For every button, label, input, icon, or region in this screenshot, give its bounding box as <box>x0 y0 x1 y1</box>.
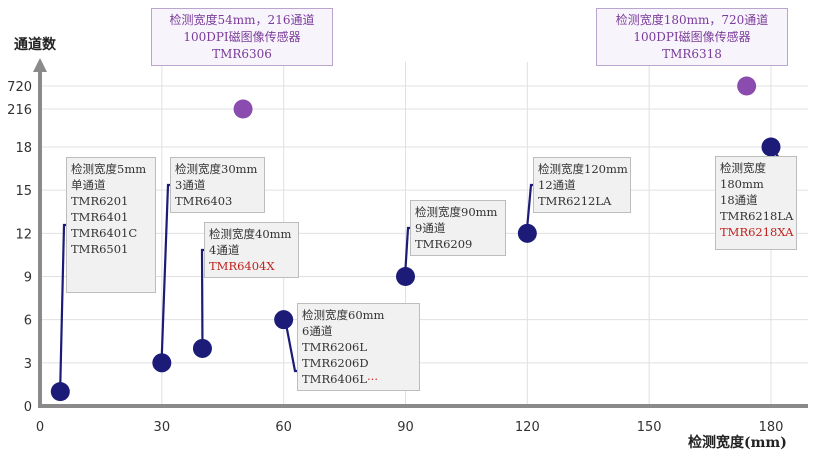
annotation-line: 检测宽度30mm <box>175 162 258 176</box>
y-tick-label: 12 <box>15 227 32 242</box>
point-annotation: 检测宽度90mm 9通道 TMR6209 <box>410 200 506 256</box>
data-point <box>517 223 537 243</box>
annotation-line: 检测宽度90mm <box>415 205 498 219</box>
data-point <box>50 382 70 402</box>
data-point <box>737 76 757 96</box>
y-tick-label: 216 <box>7 103 32 118</box>
y-tick-label: 18 <box>15 141 32 156</box>
annotation-line: 单通道 <box>71 178 106 192</box>
annotation-line: TMR6501 <box>71 242 129 256</box>
annotation-line: 检测宽度5mm <box>71 162 147 176</box>
x-tick-label: 120 <box>515 420 540 435</box>
x-tick-label: 180 <box>759 420 784 435</box>
leader-line <box>404 226 410 269</box>
point-annotation: 检测宽度30mm 3通道 TMR6403 <box>170 157 265 213</box>
point-annotation: 检测宽度 180mm 18通道 TMR6218LA TMR6218XA <box>715 156 797 250</box>
annotation-line: TMR6218XA <box>720 225 794 239</box>
annotation-line: 18通道 <box>720 193 758 207</box>
x-tick-label: 150 <box>637 420 662 435</box>
data-point <box>233 99 253 119</box>
annotation-line: 检测宽度 <box>720 161 766 175</box>
annotation-line: TMR6404X <box>209 259 275 273</box>
y-tick-label: 9 <box>24 271 32 286</box>
point-annotation: 检测宽度54mm，216通道 100DPI磁图像传感器 TMR6306 <box>151 8 333 66</box>
data-point <box>761 137 781 157</box>
annotation-line: 4通道 <box>209 243 240 257</box>
annotation-line: TMR6209 <box>415 237 473 251</box>
annotation-line: TMR6218LA <box>720 209 794 223</box>
annotation-line: TMR6212LA <box>538 194 612 208</box>
axes <box>33 58 808 408</box>
leader-line <box>200 248 204 341</box>
annotation-line: TMR6406L··· <box>302 372 378 386</box>
annotation-line: TMR6401 <box>71 210 129 224</box>
leader-line <box>160 183 170 355</box>
x-tick-label: 90 <box>397 420 414 435</box>
annotation-line: TMR6201 <box>71 194 129 208</box>
annotation-line: TMR6318 <box>662 47 722 61</box>
annotation-line: 检测宽度120mm <box>538 162 628 176</box>
annotation-ellipsis: ··· <box>367 372 378 386</box>
y-axis-arrow <box>33 58 47 72</box>
point-annotation: 检测宽度40mm 4通道 TMR6404X <box>204 222 299 278</box>
point-annotation: 检测宽度5mm 单通道 TMR6201 TMR6401 TMR6401C TMR6501 <box>66 157 156 293</box>
point-annotation: 检测宽度180mm，720通道 100DPI磁图像传感器 TMR6318 <box>596 8 788 66</box>
data-point <box>152 353 172 373</box>
y-axis-title: 通道数 <box>14 37 56 53</box>
data-point <box>274 310 294 330</box>
leader-line <box>282 311 297 373</box>
x-axis-title: 检测宽度(mm) <box>688 435 787 451</box>
annotation-line: TMR6206D <box>302 356 369 370</box>
annotation-line: 100DPI磁图像传感器 <box>183 30 301 44</box>
annotation-line: TMR6206L <box>302 340 368 354</box>
annotation-line: 100DPI磁图像传感器 <box>633 30 751 44</box>
leader-line <box>526 183 533 226</box>
annotation-line: TMR6403 <box>175 194 233 208</box>
x-tick-label: 0 <box>36 420 44 435</box>
data-points <box>50 76 781 402</box>
annotation-line: TMR6306 <box>212 47 272 61</box>
annotation-line: 9通道 <box>415 221 446 235</box>
y-tick-label: 720 <box>7 80 32 95</box>
data-point <box>396 267 415 286</box>
annotation-line: 12通道 <box>538 178 576 192</box>
data-point <box>192 338 212 358</box>
y-tick-label: 3 <box>24 357 32 372</box>
annotation-line: 6通道 <box>302 324 333 338</box>
annotation-line: 检测宽度60mm <box>302 308 385 322</box>
x-tick-label: 60 <box>275 420 292 435</box>
annotation-line: 检测宽度180mm，720通道 <box>615 13 769 27</box>
x-tick-label: 30 <box>154 420 171 435</box>
point-annotation: 检测宽度60mm 6通道 TMR6206L TMR6206D TMR6406L··· <box>297 303 420 391</box>
annotation-line: 3通道 <box>175 178 206 192</box>
annotation-line: 检测宽度54mm，216通道 <box>169 13 315 27</box>
annotation-line: 检测宽度40mm <box>209 227 292 241</box>
y-tick-label: 6 <box>24 314 32 329</box>
leader-line <box>59 223 66 384</box>
y-tick-label: 15 <box>15 184 32 199</box>
y-tick-label: 0 <box>24 400 32 415</box>
annotation-line: TMR6401C <box>71 226 138 240</box>
leader-lines <box>59 146 786 384</box>
tick-labels: 0 30 60 90 120 150 180 0 3 6 9 12 15 18 216 720 <box>7 80 783 435</box>
annotation-line: 180mm <box>720 177 764 191</box>
point-annotation: 检测宽度120mm 12通道 TMR6212LA <box>533 157 631 213</box>
